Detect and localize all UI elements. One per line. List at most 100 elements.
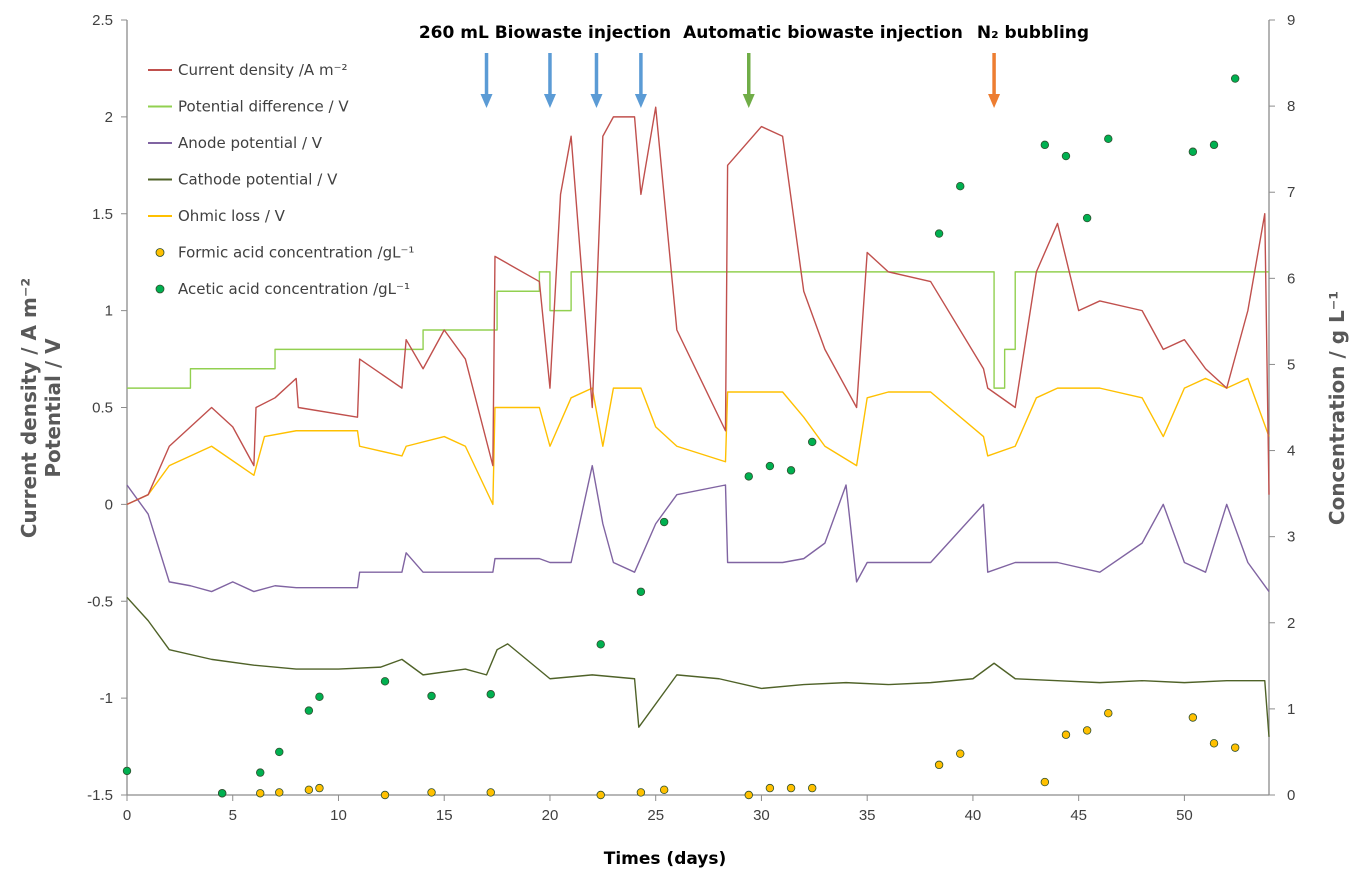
y-left-tick-label: -1 <box>100 690 113 707</box>
series-points <box>217 708 1240 800</box>
data-point <box>1061 730 1071 739</box>
data-point <box>1209 739 1219 748</box>
data-point <box>744 790 753 800</box>
x-tick-label: 50 <box>1176 807 1193 824</box>
data-point <box>486 690 495 699</box>
y-left-axis-title-line1: Current density / A m⁻² <box>17 278 41 538</box>
data-point <box>1040 777 1050 787</box>
x-tick-label: 40 <box>965 807 982 824</box>
data-point <box>636 587 646 596</box>
x-tick-label: 10 <box>330 807 347 824</box>
data-point <box>659 785 669 795</box>
data-point <box>956 181 965 191</box>
legend-entry: Formic acid concentration /gL⁻¹ <box>155 244 414 262</box>
x-tick-label: 25 <box>647 807 664 824</box>
annotation-arrow <box>634 53 647 108</box>
series-line <box>126 106 1270 506</box>
data-point <box>596 640 605 649</box>
legend-entry: Ohmic loss / V <box>148 207 286 225</box>
data-point <box>427 691 436 701</box>
data-point <box>315 783 324 793</box>
plot-area: 0 5 10 15 20 25 30 35 40 45 50-1.5-1-0.500.511.522… <box>87 12 1295 824</box>
y-right-tick-label: 2 <box>1287 615 1295 632</box>
data-point <box>786 783 796 793</box>
legend-label: Cathode potential / V <box>178 171 338 189</box>
y-left-tick-label: 0.5 <box>92 400 113 417</box>
data-point <box>380 677 390 686</box>
annotation-arrow <box>480 53 493 108</box>
y-right-tick-label: 6 <box>1287 270 1295 287</box>
x-tick-label: 30 <box>753 807 770 824</box>
data-point <box>1188 713 1198 722</box>
y-left-tick-label: 2.5 <box>92 12 113 29</box>
data-point <box>956 749 965 758</box>
y-right-tick-label: 9 <box>1287 12 1295 29</box>
series-line <box>127 271 1269 389</box>
data-point <box>786 466 796 475</box>
ticks: 0 5 10 15 20 25 30 35 40 45 50-1.5-1-0.500.511.522… <box>87 12 1295 824</box>
data-point <box>659 517 669 527</box>
series-line <box>126 377 1270 506</box>
legend-entry: Acetic acid concentration /gL⁻¹ <box>155 280 410 298</box>
data-point <box>765 783 775 793</box>
x-tick-label: 0 <box>123 807 131 824</box>
data-point <box>1040 140 1050 150</box>
data-point <box>304 706 314 715</box>
y-right-tick-label: 5 <box>1287 356 1295 373</box>
x-axis-title: Times (days) <box>604 849 727 869</box>
legend-label: Current density /A m⁻² <box>178 61 348 79</box>
series-points <box>122 74 1240 798</box>
legend-label: Acetic acid concentration /gL⁻¹ <box>178 280 410 298</box>
annotation-arrow <box>543 53 556 108</box>
y-left-tick-label: 1 <box>105 303 113 320</box>
data-point <box>1082 213 1092 223</box>
y-right-tick-label: 1 <box>1287 701 1295 718</box>
series-line <box>126 464 1270 593</box>
data-point <box>380 790 390 800</box>
legend-label: Formic acid concentration /gL⁻¹ <box>178 244 414 262</box>
x-tick-label: 5 <box>229 807 237 824</box>
data-point <box>1104 708 1113 718</box>
y-right-tick-label: 0 <box>1287 787 1295 804</box>
data-point <box>304 785 314 795</box>
y-right-tick-label: 3 <box>1287 529 1295 546</box>
legend-entry: Potential difference / V <box>148 98 349 116</box>
data-point <box>1082 726 1092 735</box>
annotation-arrow <box>590 53 603 108</box>
y-left-axis-title-line2: Potential / V <box>41 338 65 478</box>
data-point <box>315 692 324 702</box>
data-point <box>217 789 227 798</box>
series-layer <box>122 74 1270 800</box>
annotation-label: 260 mL Biowaste injection <box>419 23 671 43</box>
data-point <box>744 472 753 481</box>
legend-marker <box>155 284 165 294</box>
series-line <box>126 596 1270 737</box>
y-right-axis-title: Concentration / g L⁻¹ <box>1325 291 1349 525</box>
data-point <box>1104 134 1113 144</box>
data-point <box>1209 140 1219 150</box>
annotation-arrow <box>988 53 1001 108</box>
y-left-tick-label: 2 <box>105 109 113 126</box>
y-right-tick-label: 4 <box>1287 443 1295 460</box>
legend-label: Potential difference / V <box>178 98 349 116</box>
y-right-tick-label: 8 <box>1287 98 1295 115</box>
data-point <box>275 788 284 797</box>
x-tick-label: 45 <box>1070 807 1087 824</box>
annotations: 260 mL Biowaste injection Automatic biowa… <box>419 23 1089 108</box>
data-point <box>808 783 817 793</box>
legend-label: Anode potential / V <box>178 134 323 152</box>
annotation-arrow <box>742 53 755 108</box>
y-left-tick-label: 0 <box>105 496 113 513</box>
legend-label: Ohmic loss / V <box>178 207 286 225</box>
legend-entry: Current density /A m⁻² <box>148 61 348 79</box>
data-point <box>1230 743 1240 752</box>
data-point <box>636 788 646 797</box>
data-point <box>427 788 436 797</box>
y-left-tick-label: 1.5 <box>92 206 113 223</box>
y-left-tick-label: -0.5 <box>87 593 113 610</box>
data-point <box>596 790 605 800</box>
x-tick-label: 15 <box>436 807 453 824</box>
legend-entry: Anode potential / V <box>148 134 323 152</box>
data-point <box>1230 74 1240 83</box>
